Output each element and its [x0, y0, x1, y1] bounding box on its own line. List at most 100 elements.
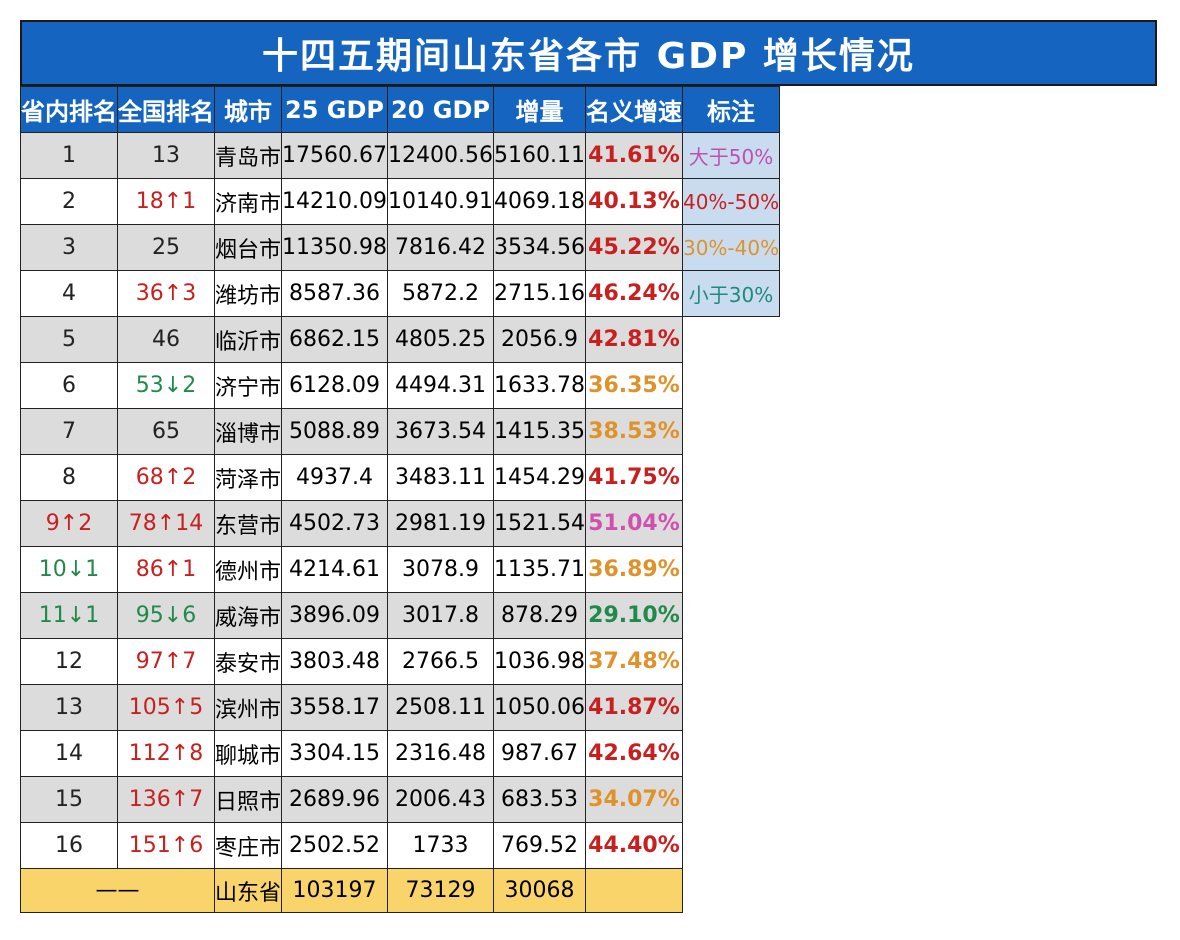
total-growth-rate — [584, 868, 683, 913]
national-rank: 151↑6 — [117, 822, 215, 869]
table-row: 11↓1 95↓6 威海市 3896.09 3017.8 878.29 29.10% — [20, 592, 780, 639]
legend-item: 小于30% — [681, 270, 781, 317]
growth-rate: 37.48% — [584, 638, 683, 685]
gdp-2020: 4494.31 — [387, 362, 494, 409]
province-rank: 11↓1 — [20, 592, 118, 639]
gdp-2025: 4937.4 — [281, 454, 388, 501]
gdp-2020: 1733 — [387, 822, 494, 869]
gdp-2020: 7816.42 — [387, 224, 494, 271]
national-rank: 36↑3 — [117, 270, 215, 317]
city-name: 泰安市 — [213, 638, 283, 685]
growth-rate: 51.04% — [584, 500, 683, 547]
gdp-2020: 4805.25 — [387, 316, 494, 363]
table-row: 16 151↑6 枣庄市 2502.52 1733 769.52 44.40% — [20, 822, 780, 869]
gdp-2025: 14210.09 — [281, 178, 388, 225]
growth-rate: 34.07% — [584, 776, 683, 823]
gdp-increase: 4069.18 — [492, 178, 586, 225]
gdp-2020: 3673.54 — [387, 408, 494, 455]
growth-rate: 46.24% — [584, 270, 683, 317]
province-rank: 7 — [20, 408, 118, 455]
total-name: 山东省 — [213, 868, 283, 913]
gdp-increase: 683.53 — [492, 776, 586, 823]
table-row: 1 13 青岛市 17560.67 12400.56 5160.11 41.61% 大于50% — [20, 132, 781, 179]
table-row: 6 53↓2 济宁市 6128.09 4494.31 1633.78 36.35% — [20, 362, 780, 409]
gdp-2025: 3304.15 — [281, 730, 388, 777]
city-name: 滨州市 — [213, 684, 283, 731]
gdp-2025: 3803.48 — [281, 638, 388, 685]
legend-item: 30%-40% — [681, 224, 781, 271]
empty-cell — [682, 822, 780, 869]
city-name: 聊城市 — [213, 730, 283, 777]
province-rank: 15 — [20, 776, 118, 823]
city-name: 济宁市 — [213, 362, 283, 409]
gdp-2020: 2316.48 — [387, 730, 494, 777]
gdp-increase: 5160.11 — [492, 132, 586, 179]
table-row: 10↓1 86↑1 德州市 4214.61 3078.9 1135.71 36.89% — [20, 546, 780, 593]
growth-rate: 41.87% — [584, 684, 683, 731]
national-rank: 65 — [117, 408, 215, 455]
gdp-2025: 5088.89 — [281, 408, 388, 455]
table-row: 13 105↑5 滨州市 3558.17 2508.11 1050.06 41.87% — [20, 684, 780, 731]
gdp-2025: 3896.09 — [281, 592, 388, 639]
total-gdp-2020: 73129 — [387, 868, 494, 913]
header-gdp20: 20 GDP — [387, 86, 494, 133]
legend-item: 大于50% — [681, 132, 781, 179]
gdp-increase: 769.52 — [492, 822, 586, 869]
growth-rate: 29.10% — [584, 592, 683, 639]
header-province-rank: 省内排名 — [20, 86, 118, 133]
province-rank: 14 — [20, 730, 118, 777]
growth-rate: 45.22% — [584, 224, 683, 271]
gdp-2020: 10140.91 — [387, 178, 494, 225]
growth-rate: 36.89% — [584, 546, 683, 593]
gdp-2025: 8587.36 — [281, 270, 388, 317]
province-rank: 2 — [20, 178, 118, 225]
header-gdp25: 25 GDP — [281, 86, 388, 133]
header-national-rank: 全国排名 — [117, 86, 215, 133]
gdp-2020: 2006.43 — [387, 776, 494, 823]
national-rank: 68↑2 — [117, 454, 215, 501]
city-name: 菏泽市 — [213, 454, 283, 501]
province-rank: 16 — [20, 822, 118, 869]
growth-rate: 41.61% — [584, 132, 683, 179]
gdp-2025: 4214.61 — [281, 546, 388, 593]
empty-cell — [682, 638, 780, 685]
city-name: 青岛市 — [213, 132, 283, 179]
legend-item: 40%-50% — [681, 178, 781, 225]
city-name: 临沂市 — [213, 316, 283, 363]
growth-rate: 38.53% — [584, 408, 683, 455]
table-row: 7 65 淄博市 5088.89 3673.54 1415.35 38.53% — [20, 408, 780, 455]
gdp-increase: 1050.06 — [492, 684, 586, 731]
table-body: 1 13 青岛市 17560.67 12400.56 5160.11 41.61% 大于50%… — [20, 132, 781, 913]
total-row: —— 山东省 103197 73129 30068 — [20, 868, 780, 913]
city-name: 日照市 — [213, 776, 283, 823]
gdp-increase: 3534.56 — [492, 224, 586, 271]
national-rank: 53↓2 — [117, 362, 215, 409]
gdp-2020: 12400.56 — [387, 132, 494, 179]
table-title: 十四五期间山东省各市 GDP 增长情况 — [20, 20, 1157, 86]
table-row: 5 46 临沂市 6862.15 4805.25 2056.9 42.81% — [20, 316, 780, 363]
header-growth-rate: 名义增速 — [584, 86, 683, 133]
gdp-increase: 987.67 — [492, 730, 586, 777]
province-rank: 1 — [20, 132, 118, 179]
header-city: 城市 — [213, 86, 283, 133]
gdp-increase: 2715.16 — [492, 270, 586, 317]
gdp-2020: 3078.9 — [387, 546, 494, 593]
national-rank: 78↑14 — [117, 500, 215, 547]
national-rank: 97↑7 — [117, 638, 215, 685]
empty-cell — [682, 500, 780, 547]
growth-rate: 41.75% — [584, 454, 683, 501]
city-name: 潍坊市 — [213, 270, 283, 317]
gdp-increase: 2056.9 — [492, 316, 586, 363]
growth-rate: 40.13% — [584, 178, 683, 225]
gdp-2025: 2502.52 — [281, 822, 388, 869]
total-increase: 30068 — [492, 868, 586, 913]
growth-rate: 42.81% — [584, 316, 683, 363]
table-row: 12 97↑7 泰安市 3803.48 2766.5 1036.98 37.48% — [20, 638, 780, 685]
growth-rate: 42.64% — [584, 730, 683, 777]
gdp-2025: 4502.73 — [281, 500, 388, 547]
empty-cell — [682, 408, 780, 455]
gdp-2025: 6862.15 — [281, 316, 388, 363]
gdp-increase: 1415.35 — [492, 408, 586, 455]
table-row: 8 68↑2 菏泽市 4937.4 3483.11 1454.29 41.75% — [20, 454, 780, 501]
